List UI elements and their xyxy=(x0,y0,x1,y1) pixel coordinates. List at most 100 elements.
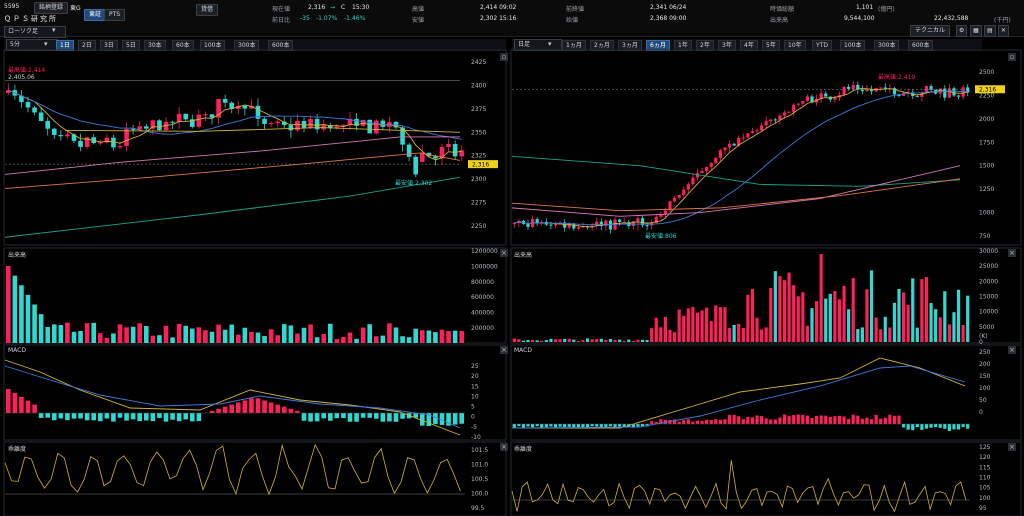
macd-bar xyxy=(176,413,182,422)
macd-bar xyxy=(796,414,800,424)
volume-bar xyxy=(865,289,869,342)
macd-bar xyxy=(45,413,51,418)
axis-tick-label: 250 xyxy=(979,349,991,356)
volume-bar xyxy=(860,327,864,342)
candle xyxy=(892,88,897,95)
volume-bar xyxy=(295,333,300,343)
candle xyxy=(741,137,745,139)
candle xyxy=(672,197,677,202)
axis-tick-label: 750 xyxy=(979,233,991,240)
price-tag xyxy=(468,160,498,169)
macd-bar xyxy=(137,413,143,422)
market-cap-label: 時価総額 xyxy=(770,6,795,13)
volume-bar xyxy=(563,338,567,342)
volume-bar xyxy=(387,323,392,343)
chevron-down-icon[interactable]: ▾ xyxy=(44,40,48,48)
macd-bar xyxy=(686,419,690,424)
market-cap-unit: (億円) xyxy=(878,6,895,13)
volume-bar xyxy=(242,327,248,343)
candle xyxy=(695,173,700,178)
macd-bar xyxy=(51,413,57,421)
register-button[interactable]: 銘柄登録 xyxy=(34,2,69,14)
candle xyxy=(901,93,906,96)
candle xyxy=(45,120,51,129)
axis-tick-label: 105 xyxy=(979,485,991,492)
settings-icon[interactable]: ⚙ xyxy=(956,25,968,37)
candle xyxy=(668,201,672,211)
credit-button[interactable]: 貸借 xyxy=(196,4,219,16)
candle xyxy=(281,121,287,126)
macd-bar xyxy=(526,424,530,427)
volume-bar xyxy=(659,327,663,342)
volume-bar xyxy=(778,276,782,342)
macd-bar xyxy=(613,424,617,428)
candle xyxy=(714,157,718,164)
volume-bar xyxy=(769,287,773,342)
macd-bar xyxy=(888,414,892,424)
macd-bar xyxy=(732,414,736,424)
close-icon[interactable]: × xyxy=(500,249,508,257)
macd-bar xyxy=(5,389,11,413)
macd-bar xyxy=(824,415,828,424)
macd-bar xyxy=(301,413,307,421)
macd-bar xyxy=(380,413,386,422)
close-icon[interactable]: × xyxy=(1008,249,1016,257)
macd-bar xyxy=(842,416,846,424)
right-chart-settings-icon[interactable]: ▫ xyxy=(1008,53,1016,61)
volume-bar xyxy=(157,335,162,343)
axis-tick-label: 10 xyxy=(471,393,479,400)
candle xyxy=(452,144,458,157)
chart-kind-select[interactable]: ローソク足 xyxy=(4,26,66,38)
candle xyxy=(723,147,727,151)
volume-bar xyxy=(824,298,828,342)
macd-bar xyxy=(828,416,832,424)
pane-frame xyxy=(3,49,507,246)
candle xyxy=(824,93,828,97)
volume-bar xyxy=(924,277,929,342)
chevron-down-icon[interactable]: ▾ xyxy=(52,26,56,34)
close-icon[interactable]: × xyxy=(1008,443,1016,451)
volume-bar xyxy=(84,323,90,343)
close-icon[interactable]: × xyxy=(1008,346,1016,354)
volume-bar xyxy=(521,340,526,342)
macd-bar xyxy=(124,413,129,421)
macd-bar xyxy=(595,424,599,427)
candle xyxy=(400,127,405,145)
candle xyxy=(58,135,64,137)
axis-tick-label: 2375 xyxy=(471,106,486,113)
candle xyxy=(842,86,846,96)
axis-tick-label: 1250 xyxy=(979,186,994,193)
close-icon[interactable]: × xyxy=(500,443,508,451)
candle xyxy=(71,134,77,141)
volume-bar xyxy=(888,327,892,342)
candle xyxy=(677,195,681,198)
macd-bar xyxy=(654,421,658,424)
candle xyxy=(663,210,668,215)
axis-tick-label: 120 xyxy=(979,454,991,461)
volume-bar xyxy=(5,266,11,343)
candle xyxy=(640,218,645,226)
close-window-icon[interactable]: ✕ xyxy=(998,25,1010,37)
axis-tick-label: 101.5 xyxy=(471,447,488,454)
layout-icon[interactable]: ▦ xyxy=(970,25,982,37)
macd-bar xyxy=(695,420,700,424)
candle xyxy=(851,84,855,90)
pts-button[interactable]: PTS xyxy=(104,9,126,21)
candle xyxy=(38,112,44,121)
close-icon[interactable]: × xyxy=(500,346,508,354)
technical-button[interactable]: テクニカル xyxy=(910,25,951,37)
volume-bar xyxy=(819,254,823,342)
chevron-down-icon[interactable]: ▾ xyxy=(548,40,552,48)
volume-bar xyxy=(792,285,796,342)
volume-bar xyxy=(97,333,103,343)
volume-bar xyxy=(262,336,267,343)
macd-bar xyxy=(961,424,965,428)
change-pct-a: -1.07% xyxy=(316,15,338,22)
tse-button[interactable]: 東証 xyxy=(84,9,107,21)
candle xyxy=(595,221,599,226)
candle xyxy=(137,126,143,130)
left-chart-settings-icon[interactable]: ▫ xyxy=(500,53,508,61)
volume-unit-label: (K) xyxy=(979,333,988,340)
grid-icon[interactable]: ▤ xyxy=(984,25,996,37)
candle xyxy=(367,119,373,134)
